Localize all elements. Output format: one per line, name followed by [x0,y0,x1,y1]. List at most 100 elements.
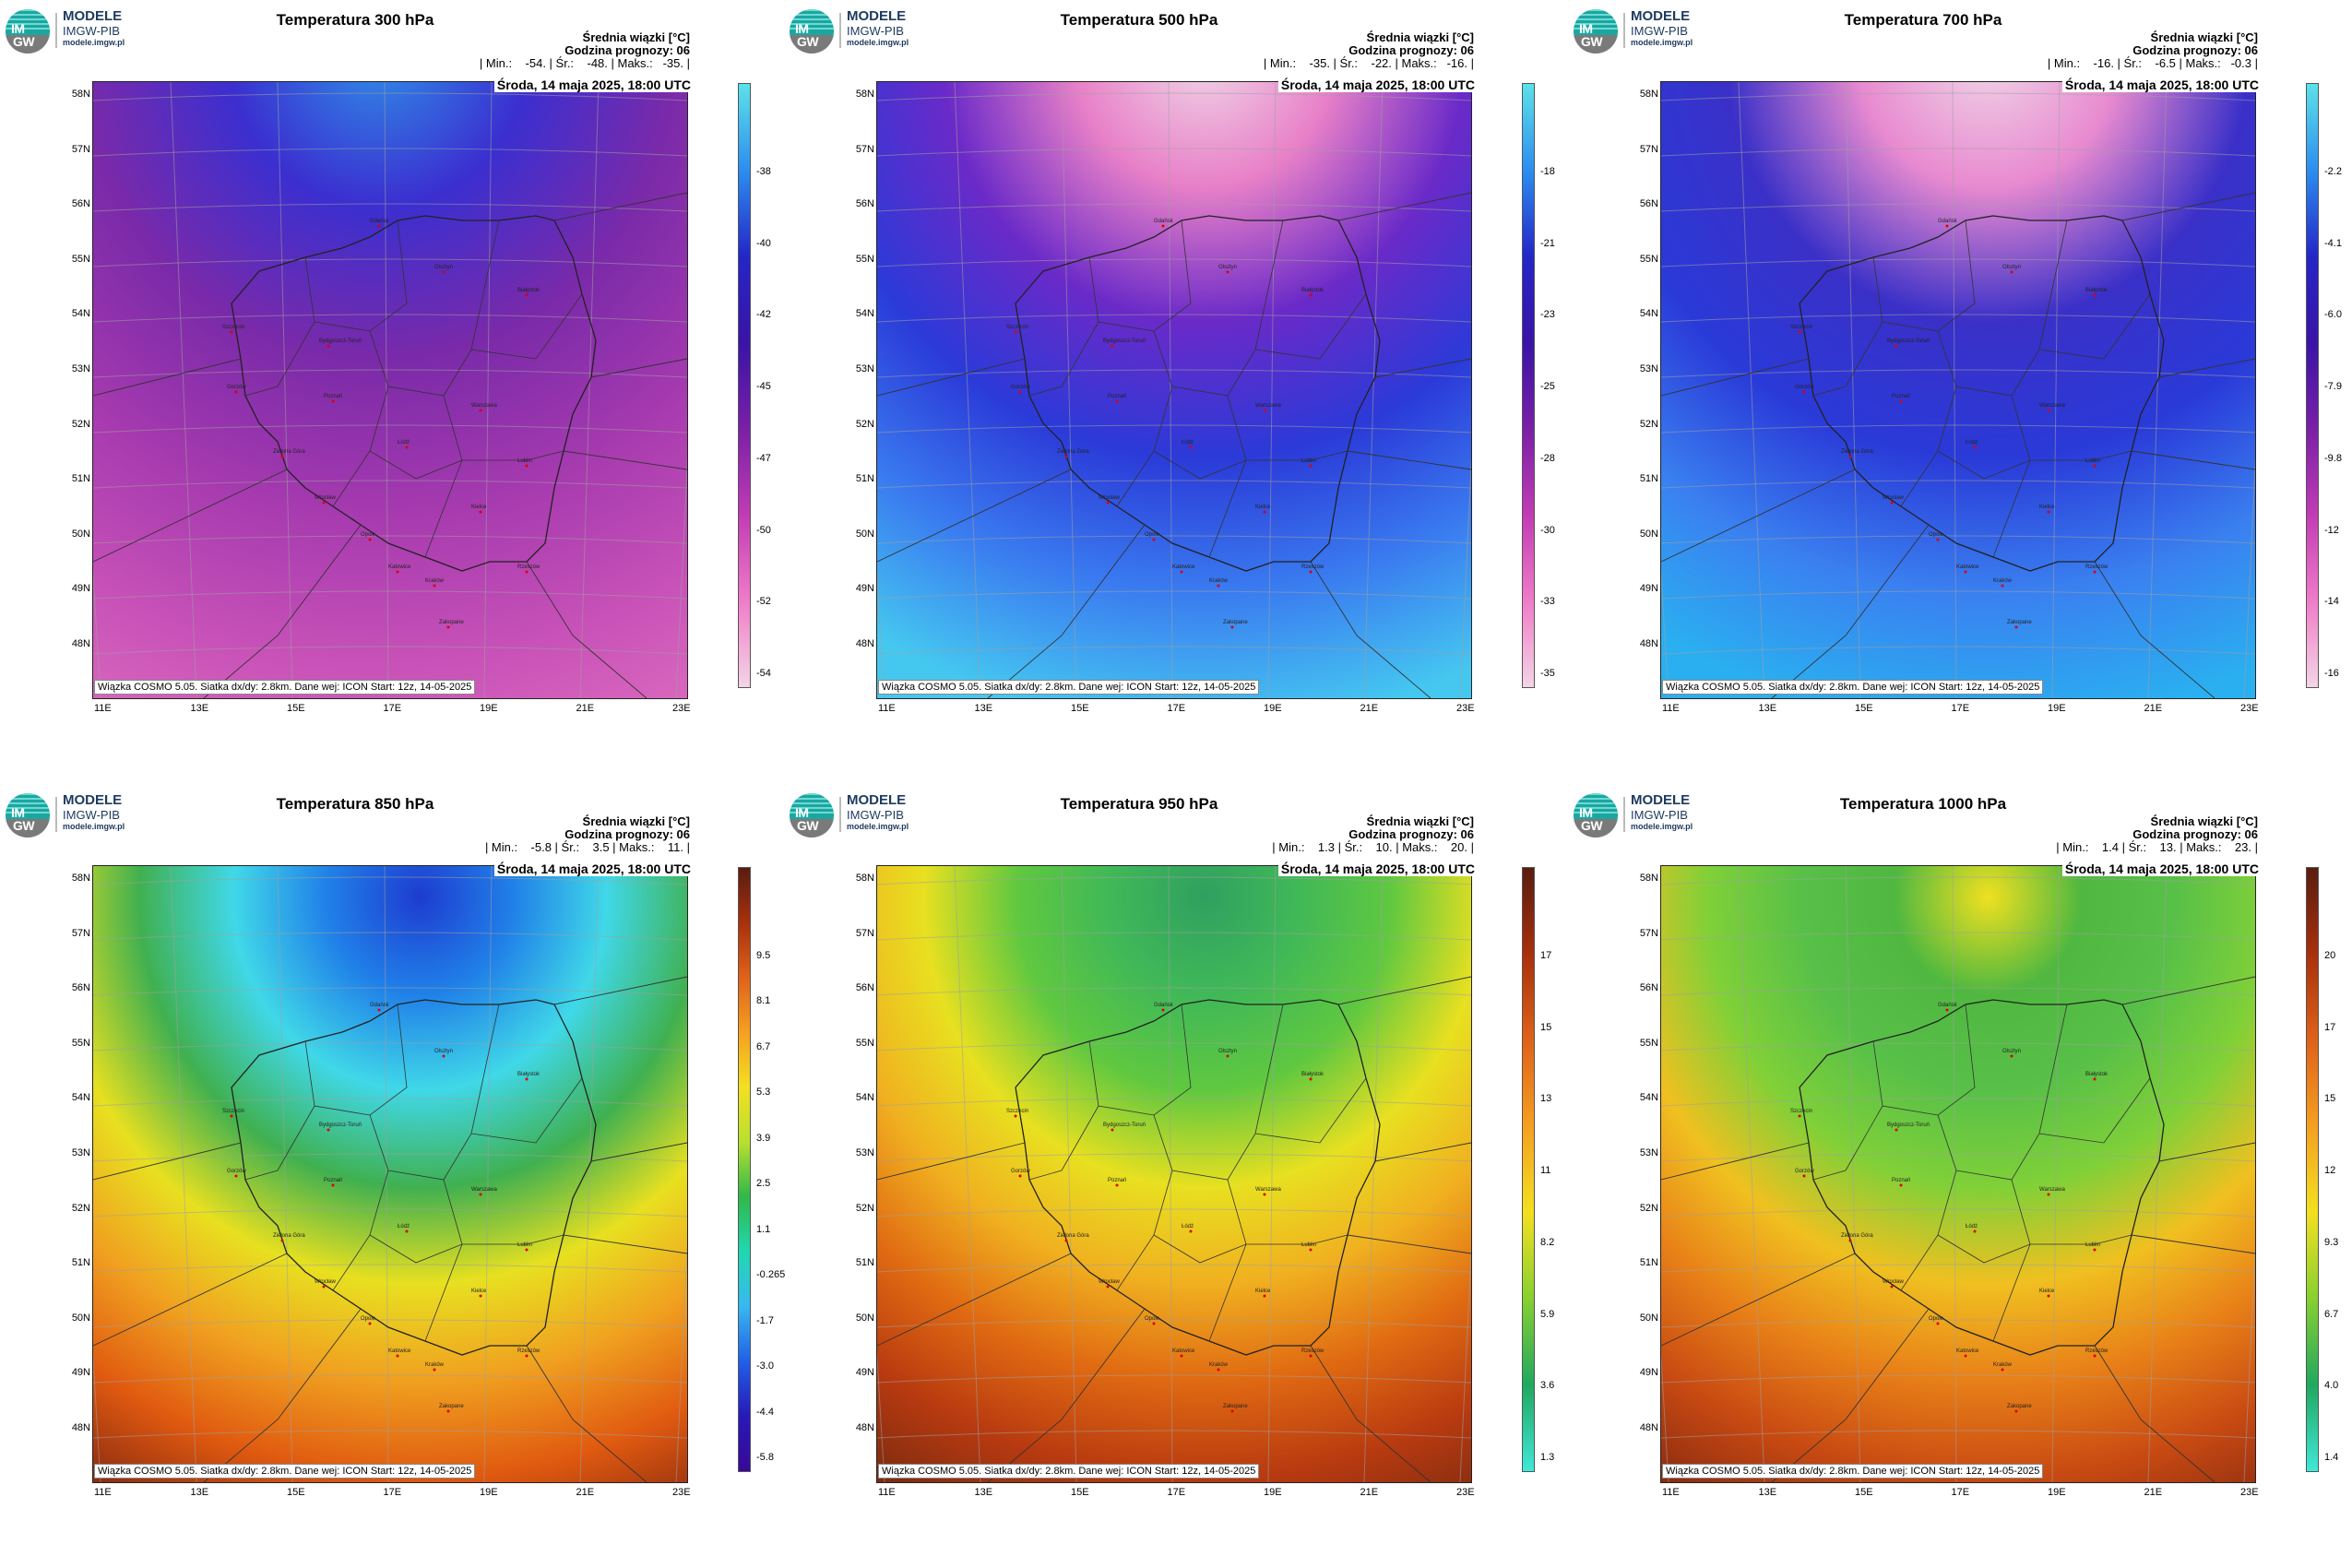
city-label: Gorzów [227,1169,246,1174]
mean-label: Średnia wiązki [°C] [582,30,690,44]
latitude-line [93,1430,687,1439]
lat-tick-label: 49N [71,583,90,595]
forecast-hour: Godzina prognozy: 06 [1348,827,1474,841]
city-label: Kraków [1209,578,1229,584]
neighbour-border [1661,469,1856,563]
longitude-line [170,82,197,698]
colorbar-tick-label: -35 [1540,668,1555,679]
logo-line2: IMGW-PIB [1631,24,1688,38]
city-label: Gdańsk [1154,219,1173,224]
city-label: Olsztyn [434,1049,454,1054]
colorbar-tick-label: 15 [2324,1093,2336,1105]
longitude-line [170,866,197,1482]
city-dot [1309,570,1313,574]
lat-tick-label: 50N [1639,528,1658,540]
city-label: Poznań [324,1178,343,1183]
latitude-line [93,932,687,941]
city-dot [1890,1285,1894,1289]
latitude-line [93,646,687,655]
longitude-line [579,866,600,1482]
city-dot [433,584,436,588]
lat-tick-label: 51N [855,473,874,485]
logo-badge-bottom: GW [1581,34,1603,49]
city-label: Rzeszów [1301,1348,1324,1354]
city-dot [322,501,326,505]
city-label: Kielce [471,505,487,510]
city-label: Zakopane [1223,620,1248,625]
city-label: Białystok [1301,1072,1324,1077]
city-dot [377,1008,381,1012]
city-dot [1152,1322,1156,1325]
lat-tick-label: 53N [71,1147,90,1158]
map-canvas [1661,82,2255,698]
forecast-hour: Godzina prognozy: 06 [2132,43,2258,57]
lon-tick-label: 17E [383,1487,402,1498]
colorbar-tick-label: -30 [1540,524,1555,536]
city-label: Kielce [1255,505,1271,510]
lat-tick-label: 49N [71,1367,90,1379]
city-label: Szczecin [1790,325,1813,330]
region-border [2038,293,2151,360]
city-label: Bydgoszcz-Toruń [319,339,362,344]
city-dot [1217,584,1220,588]
lat-tick-label: 54N [855,1092,874,1104]
region-border [462,1234,564,1245]
latitude-line [93,1153,687,1162]
logo-badge-top: IM [11,21,25,36]
city-label: Szczecin [1006,1109,1029,1114]
city-label: Gdańsk [370,219,389,224]
lon-tick-label: 19E [1264,1487,1282,1498]
panel-title: Temperatura 700 hPa [1844,11,2002,29]
city-dot [1226,1054,1229,1058]
lon-tick-label: 11E [878,1487,896,1498]
city-dot [1964,570,1967,574]
latitude-line [1661,92,2255,101]
city-label: Zielona Góra [1057,449,1089,455]
region-border [1937,450,2031,480]
logo-badge-bottom: GW [797,818,819,833]
latitude-line [93,876,687,885]
city-label: Olsztyn [1218,265,1238,270]
city-label: Zakopane [2007,1404,2032,1409]
city-dot [1226,270,1229,274]
panel-1: IM GW MODELE IMGW-PIB modele.imgw.pl Temperat… [0,0,784,784]
longitude-line [1168,82,1173,698]
city-label: Opole [361,1316,376,1322]
city-label: Opole [1929,1316,1944,1322]
city-dot [1309,293,1313,297]
longitude-line [1738,866,1765,1482]
lat-tick-label: 53N [1639,1147,1658,1158]
logo-badge-icon [1574,9,1618,53]
neighbour-border [2094,1345,2215,1482]
logo-badge-top: IM [1579,21,1593,36]
colorbar-tick-label: 3.6 [1540,1380,1555,1392]
city-label: Gorzów [1011,1169,1030,1174]
city-label: Katowice [1956,564,1979,570]
city-label: Opole [1145,1316,1160,1322]
city-label: Rzeszów [2085,564,2108,570]
latitude-line [1661,590,2255,600]
region-border [244,1105,315,1181]
latitude-line [1661,1208,2255,1218]
lon-tick-label: 15E [1855,703,1873,714]
city-label: Zielona Góra [1841,1233,1873,1239]
city-dot [1014,1114,1017,1118]
city-label: Kraków [425,578,445,584]
longitude-line [1952,866,1957,1482]
city-label: Zielona Góra [1057,1233,1089,1239]
latitude-line [877,876,1471,885]
city-label: Warszawa [1255,1187,1281,1193]
city-dot [1180,1354,1183,1358]
colorbar-tick-label: 20 [2324,950,2336,961]
logo-badge-icon [790,793,834,837]
city-dot [368,538,372,541]
city-dot [1945,224,1949,228]
imgw-logo: IM GW MODELE IMGW-PIB modele.imgw.pl [1574,790,1749,837]
city-dot [2001,584,2004,588]
region-border [1153,450,1247,480]
colorbar [1522,867,1535,1472]
colorbar-tick-label: -25 [1540,381,1555,393]
city-dot [1964,1354,1967,1358]
mean-label: Średnia wiązki [°C] [1366,30,1474,44]
city-dot [1161,1008,1165,1012]
